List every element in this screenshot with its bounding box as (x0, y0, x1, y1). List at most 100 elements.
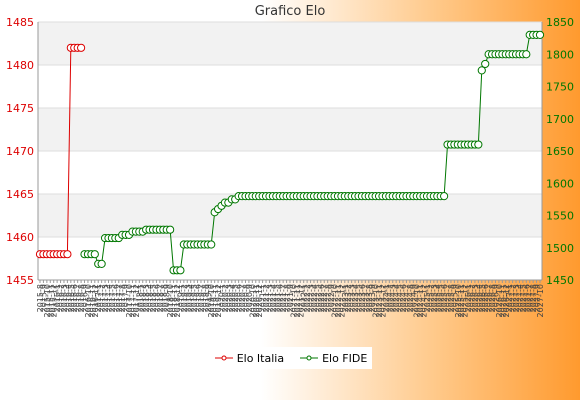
x-tick-label: 2022-1 (300, 284, 309, 312)
data-point-series-1 (440, 192, 449, 201)
x-tick-label: 2027-5 (519, 284, 528, 312)
x-tick-label: 2020-7 (238, 284, 247, 312)
x-tick-label: 2016-1 (53, 284, 62, 312)
x-tick-label: 2017-11 (128, 284, 137, 317)
x-tick-label: 2021-6 (276, 284, 285, 312)
x-tick-label: 2027-1 (505, 284, 514, 312)
x-tick-label: 2023-7 (361, 284, 370, 312)
x-tick-label: 2024-3 (389, 284, 398, 312)
y-right-tick-label: 1450 (546, 274, 574, 287)
x-tick-label: 2025-11 (457, 284, 466, 317)
x-tick-label: 2021-12 (296, 284, 305, 317)
y-right-tick-label: 1500 (546, 242, 574, 255)
x-tick-label: 2020-4 (228, 284, 237, 312)
x-tick-label: 2026-3 (471, 284, 480, 312)
x-tick-label: 2017-4 (104, 284, 113, 312)
data-point-series-1 (474, 140, 483, 149)
x-tick-label: 2017-1 (94, 284, 103, 312)
x-tick-label: 2017-10 (125, 284, 134, 317)
x-tick-label: 2019-5 (190, 284, 199, 312)
x-tick-label: 2023-8 (365, 284, 374, 312)
x-tick-label: 2026-2 (468, 284, 477, 312)
x-tick-label: 2025-1 (423, 284, 432, 312)
x-tick-label: 2019-11 (211, 284, 220, 317)
x-tick-label: 2021-2 (262, 284, 271, 312)
x-tick-label: 2017-12 (132, 284, 141, 317)
x-tick-label: 2021-1 (259, 284, 268, 312)
x-tick-label: 2019-4 (187, 284, 196, 312)
x-tick-label: 2021-10 (289, 284, 298, 317)
x-tick-label: 2018-10 (166, 284, 175, 317)
x-tick-label: 2016-6 (70, 284, 79, 312)
y-right-tick-label: 1700 (546, 113, 574, 126)
x-tick-label: 2026-8 (488, 284, 497, 312)
x-tick-label: 2022-8 (324, 284, 333, 312)
x-tick-label: 2019-12 (214, 284, 223, 317)
x-tick-label: 2019-10 (207, 284, 216, 317)
x-tick-label: 2017-7 (115, 284, 124, 312)
x-tick-label: 2020-5 (231, 284, 240, 312)
x-tick-label: 2025-4 (433, 284, 442, 312)
x-tick-label: 2024-6 (399, 284, 408, 312)
data-point-series-0 (76, 43, 86, 52)
y-right-tick-label: 1800 (546, 48, 574, 61)
data-point-series-1 (176, 266, 185, 275)
x-tick-label: 2019-7 (197, 284, 206, 312)
x-tick-label: 2021-11 (293, 284, 302, 317)
legend-label-elo-fide: Elo FIDE (322, 351, 368, 365)
x-tick-label: 2025-5 (437, 284, 446, 312)
x-tick-label: 2023-12 (378, 284, 387, 317)
x-tick-label: 2018-7 (156, 284, 165, 312)
data-point-series-1 (522, 50, 531, 59)
x-tick-label: 2015-12 (50, 284, 59, 317)
x-tick-label: 2026-9 (491, 284, 500, 312)
chart-title: Grafico Elo (254, 4, 326, 19)
x-tick-label: 2015-10 (43, 284, 52, 317)
x-tick-label: 2018-12 (173, 284, 182, 317)
x-tick-label: 2021-4 (269, 284, 278, 312)
x-tick-label: 2018-5 (149, 284, 158, 312)
x-tick-label: 2016-5 (67, 284, 76, 312)
x-tick-label: 2027-2 (509, 284, 518, 312)
y-right-tick-label: 1850 (546, 16, 574, 29)
x-tick-label: 2024-2 (385, 284, 394, 312)
x-tick-label: 2023-4 (351, 284, 360, 312)
x-tick-label: 2016-8 (77, 284, 86, 312)
x-tick-label: 2018-9 (163, 284, 172, 312)
x-tick-label: 2025-7 (444, 284, 453, 312)
x-tick-label: 2015-11 (46, 284, 55, 317)
x-tick-label: 2023-11 (375, 284, 384, 317)
x-tick-label: 2023-9 (368, 284, 377, 312)
x-tick-label: 2018-8 (159, 284, 168, 312)
x-tick-label: 2027-4 (515, 284, 524, 312)
x-tick-label: 2018-3 (142, 284, 151, 312)
x-tick-label: 2015-8 (36, 284, 45, 312)
x-tick-label: 2017-2 (98, 284, 107, 312)
x-tick-label: 2026-10 (495, 284, 504, 317)
data-point-series-1 (166, 225, 175, 234)
x-tick-label: 2020-10 (248, 284, 257, 317)
x-tick-label: 2016-9 (81, 284, 90, 312)
y-right-tick-label: 1600 (546, 177, 574, 190)
y-left-tick-label: 1480 (6, 59, 34, 72)
x-tick-label: 2016-10 (84, 284, 93, 317)
x-tick-label: 2019-9 (204, 284, 213, 312)
x-tick-label: 2017-5 (108, 284, 117, 312)
x-tick-label: 2017-6 (111, 284, 120, 312)
y-right-tick-label: 1750 (546, 81, 574, 94)
x-tick-label: 2018-6 (152, 284, 161, 312)
grid-band (38, 194, 542, 237)
x-tick-label: 2018-2 (139, 284, 148, 312)
y-left-tick-label: 1470 (6, 145, 34, 158)
y-left-tick-label: 1485 (6, 16, 34, 29)
x-tick-label: 2016-7 (74, 284, 83, 312)
x-tick-label: 2019-1 (176, 284, 185, 312)
legend-item-elo-fide: Elo FIDE (300, 352, 367, 365)
x-tick-label: 2016-12 (91, 284, 100, 317)
data-point-series-1 (97, 259, 106, 268)
data-point-series-0 (63, 250, 72, 259)
x-tick-label: 2024-5 (396, 284, 405, 312)
x-tick-label: 2027-10 (536, 284, 545, 317)
x-tick-label: 2026-12 (502, 284, 511, 317)
